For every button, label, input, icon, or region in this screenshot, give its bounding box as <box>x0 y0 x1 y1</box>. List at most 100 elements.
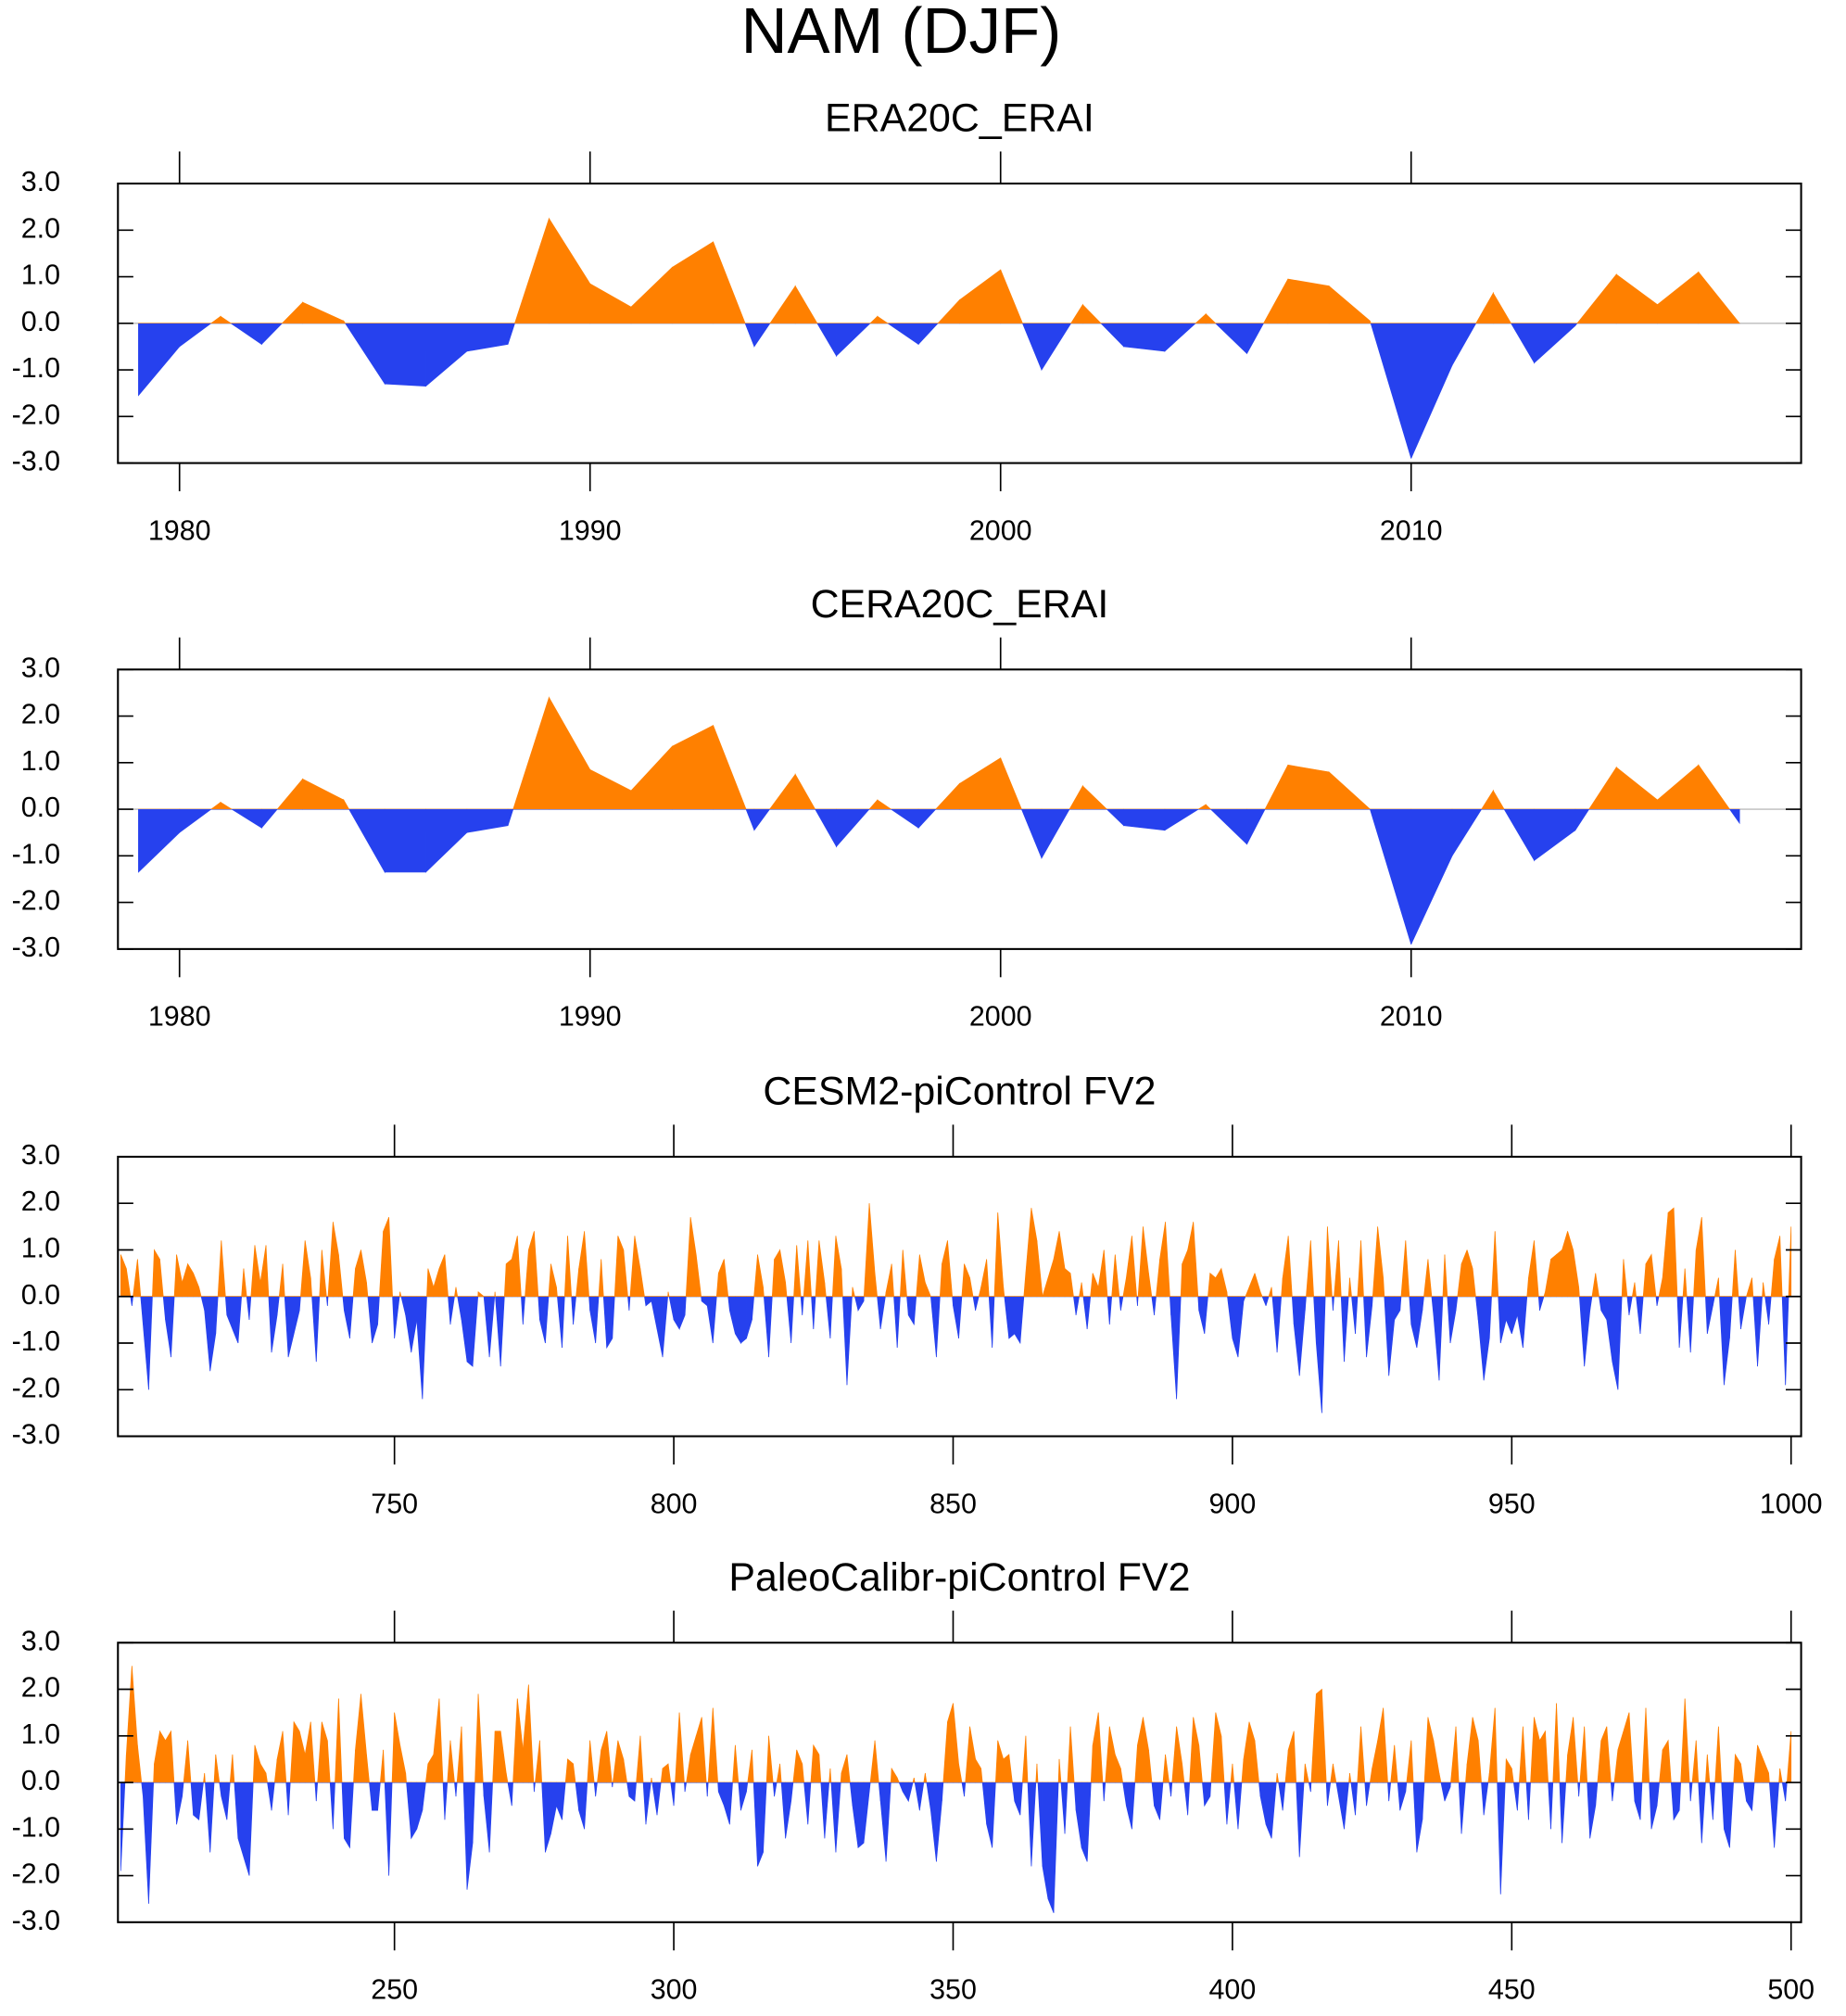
area-segment <box>1751 1277 1758 1367</box>
area-segment <box>959 757 1002 810</box>
area-segment <box>774 1763 780 1797</box>
area-segment <box>1494 1231 1501 1344</box>
area-segment <box>204 1296 211 1372</box>
area-segment <box>1472 1717 1479 1783</box>
area-segment <box>1064 1726 1071 1834</box>
area-segment <box>1246 765 1289 844</box>
area-segment <box>1030 1763 1038 1867</box>
area-segment <box>254 1744 261 1783</box>
area-segment <box>287 1296 295 1358</box>
area-segment <box>630 266 673 324</box>
area-segment <box>131 1259 138 1306</box>
y-tick-label: -1.0 <box>12 1325 60 1357</box>
area-segment <box>271 1758 278 1811</box>
area-segment <box>131 1666 138 1783</box>
area-segment <box>841 1754 848 1783</box>
area-segment <box>527 1231 535 1298</box>
area-segment <box>1003 1754 1010 1783</box>
area-segment <box>1282 1749 1289 1811</box>
area-segment <box>1019 1735 1027 1816</box>
area-segment <box>1779 1768 1787 1802</box>
area-segment <box>179 801 221 833</box>
area-segment <box>427 1753 435 1783</box>
area-segment <box>483 1781 490 1853</box>
area-segment <box>717 1259 725 1298</box>
area-segment <box>1405 1740 1412 1793</box>
area-segment <box>997 1212 1005 1298</box>
area-segment <box>645 1296 652 1307</box>
area-segment <box>879 1291 887 1329</box>
area-segment <box>1689 1249 1697 1353</box>
area-segment <box>852 1781 859 1848</box>
area-segment <box>1523 1277 1529 1349</box>
area-segment <box>1053 1231 1060 1298</box>
area-segment <box>366 1754 373 1811</box>
area-segment <box>813 1240 820 1329</box>
area-segment <box>1573 1249 1580 1298</box>
area-segment <box>1377 1226 1384 1298</box>
area-segment <box>1763 1282 1769 1325</box>
area-segment <box>930 1781 937 1862</box>
area-segment <box>1143 1226 1149 1298</box>
area-segment <box>1673 1208 1680 1349</box>
area-segment <box>1499 1296 1507 1344</box>
area-segment <box>1293 1296 1300 1376</box>
area-segment <box>1584 1726 1591 1839</box>
area-segment <box>1372 1226 1378 1306</box>
area-segment <box>1494 1707 1501 1895</box>
area-segment <box>1422 1717 1429 1820</box>
area-segment <box>516 1236 524 1325</box>
area-segment <box>1623 1259 1630 1315</box>
area-segment <box>1349 1277 1356 1334</box>
area-segment <box>790 1245 798 1344</box>
area-segment <box>1617 1259 1625 1390</box>
area-segment <box>293 1296 300 1335</box>
area-segment <box>768 1735 775 1797</box>
area-segment <box>215 1754 222 1797</box>
area-segment <box>936 1263 942 1358</box>
area-segment <box>1215 1712 1222 1783</box>
area-segment <box>891 1263 898 1349</box>
area-segment <box>179 315 221 348</box>
area-segment <box>1634 1781 1641 1820</box>
area-segment <box>472 1291 479 1367</box>
area-segment <box>729 1296 736 1335</box>
area-segment <box>863 1781 870 1844</box>
area-segment <box>1360 1726 1367 1807</box>
area-segment <box>969 1726 976 1783</box>
area-segment <box>1511 1296 1518 1335</box>
area-segment <box>1164 312 1207 352</box>
area-segment <box>455 1726 462 1797</box>
y-tick-label: 3.0 <box>21 1625 60 1656</box>
area-segment <box>343 798 386 874</box>
x-tick-label: 400 <box>1209 1974 1257 2006</box>
area-segment <box>689 1217 697 1298</box>
area-segment <box>740 1781 747 1811</box>
area-segment <box>384 808 426 873</box>
area-segment <box>425 323 468 387</box>
area-segment <box>505 1258 512 1298</box>
area-segment <box>333 1222 339 1298</box>
area-segment <box>1271 1287 1278 1353</box>
area-segment <box>527 1684 535 1793</box>
x-tick-label: 900 <box>1209 1488 1257 1519</box>
area-segment <box>1740 1296 1747 1329</box>
area-segment <box>1678 1268 1686 1349</box>
area-segment <box>1399 1240 1407 1311</box>
area-segment <box>1399 1781 1407 1811</box>
area-segment <box>1556 1703 1562 1844</box>
area-segment <box>1165 1754 1171 1797</box>
area-segment <box>209 1296 217 1372</box>
area-segment <box>455 1287 462 1320</box>
area-segment <box>623 1249 630 1311</box>
area-segment <box>405 1772 412 1839</box>
area-segment <box>841 1268 848 1386</box>
area-segment <box>1645 1253 1652 1298</box>
area-segment <box>1315 1688 1322 1783</box>
area-segment <box>601 1731 608 1783</box>
area-segment <box>1304 1240 1311 1311</box>
area-segment <box>425 808 468 873</box>
area-segment <box>1774 1236 1781 1298</box>
area-segment <box>1545 1259 1551 1298</box>
area-segment <box>198 1772 206 1820</box>
